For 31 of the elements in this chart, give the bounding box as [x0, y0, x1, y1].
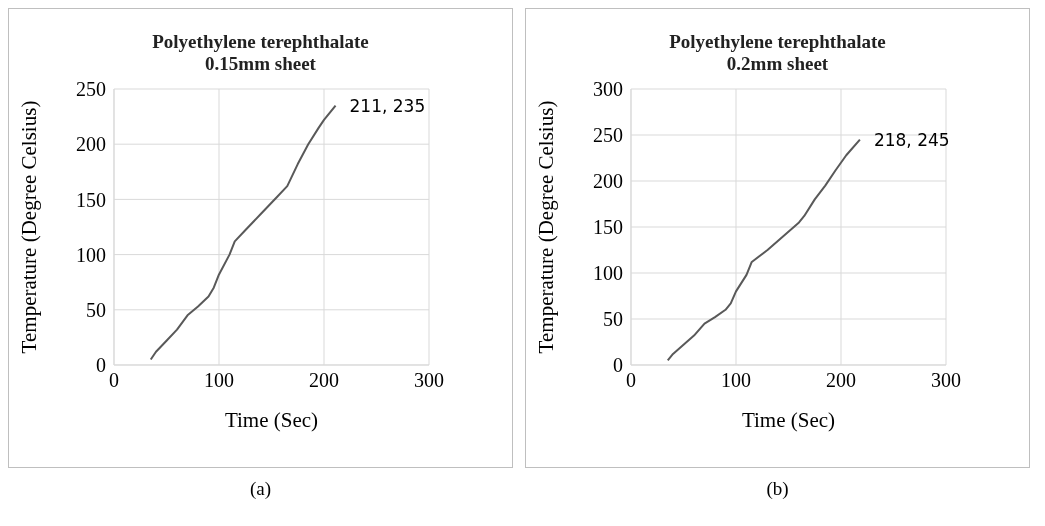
chart-title: Polyethylene terephthalate 0.2mm sheet [668, 31, 887, 75]
x-tick-label: 100 [204, 369, 234, 392]
x-tick-label: 300 [931, 369, 961, 392]
x-axis-title: Time (Sec) [224, 408, 319, 432]
x-axis-title: Time (Sec) [741, 408, 836, 432]
y-tick-label: 250 [76, 78, 106, 101]
y-tick-label: 200 [76, 133, 106, 156]
y-tick-label: 250 [593, 124, 623, 147]
y-tick-label: 0 [96, 354, 106, 377]
y-tick-label: 300 [593, 78, 623, 101]
line-series [666, 138, 861, 362]
y-tick-label: 100 [593, 262, 623, 285]
annotation: 218, 245 [873, 129, 950, 150]
y-tick-label: 100 [76, 243, 106, 266]
y-tick-label: 50 [603, 308, 623, 331]
y-tick-label: 50 [86, 298, 106, 321]
y-tick-label: 150 [76, 188, 106, 211]
text: (b) [765, 478, 790, 500]
x-tick-label: 200 [309, 369, 339, 392]
annotation: 211, 235 [349, 95, 426, 116]
y-tick-label: 200 [593, 170, 623, 193]
y-axis-title: Temperature (Degree Celsius) [17, 100, 42, 354]
text: (a) [248, 478, 273, 500]
x-tick-label: 100 [721, 369, 751, 392]
y-axis-title: Temperature (Degree Celsius) [534, 100, 559, 354]
chart-title: Polyethylene terephthalate 0.15mm sheet [151, 31, 370, 75]
line-series [149, 104, 337, 361]
y-tick-label: 0 [613, 354, 623, 377]
x-tick-label: 200 [826, 369, 856, 392]
x-tick-label: 300 [414, 369, 444, 392]
y-tick-label: 150 [593, 216, 623, 239]
